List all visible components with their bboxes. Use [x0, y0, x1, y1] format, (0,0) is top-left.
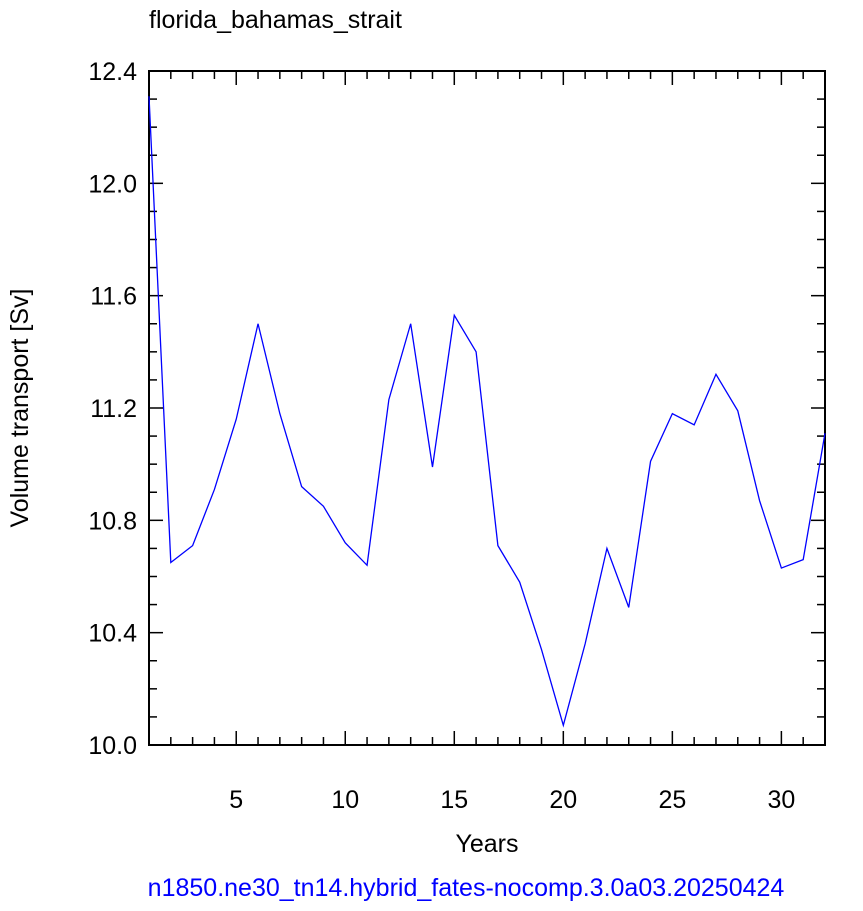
- data-line: [148, 96, 826, 728]
- x-tick-label: 20: [549, 786, 577, 814]
- y-tick-label: 11.6: [90, 283, 137, 311]
- y-tick-label: 10.8: [88, 507, 137, 535]
- y-tick-label: 10.0: [88, 732, 137, 760]
- y-tick-label: 11.2: [90, 395, 137, 423]
- x-tick-label: 25: [658, 786, 686, 814]
- footer-text: n1850.ne30_tn14.hybrid_fates-nocomp.3.0a…: [148, 874, 785, 902]
- y-axis-label: Volume transport [Sv]: [6, 288, 34, 527]
- y-tick-label: 10.4: [88, 620, 137, 648]
- y-tick-label: 12.4: [88, 58, 137, 86]
- plot-frame: [148, 70, 826, 746]
- x-tick-label: 15: [440, 786, 468, 814]
- x-tick-label: 30: [767, 786, 795, 814]
- chart-title: florida_bahamas_strait: [149, 6, 402, 34]
- y-tick-label: 12.0: [88, 170, 137, 198]
- x-tick-label: 5: [229, 786, 243, 814]
- x-axis-label: Years: [455, 830, 518, 858]
- x-tick-label: 10: [331, 786, 359, 814]
